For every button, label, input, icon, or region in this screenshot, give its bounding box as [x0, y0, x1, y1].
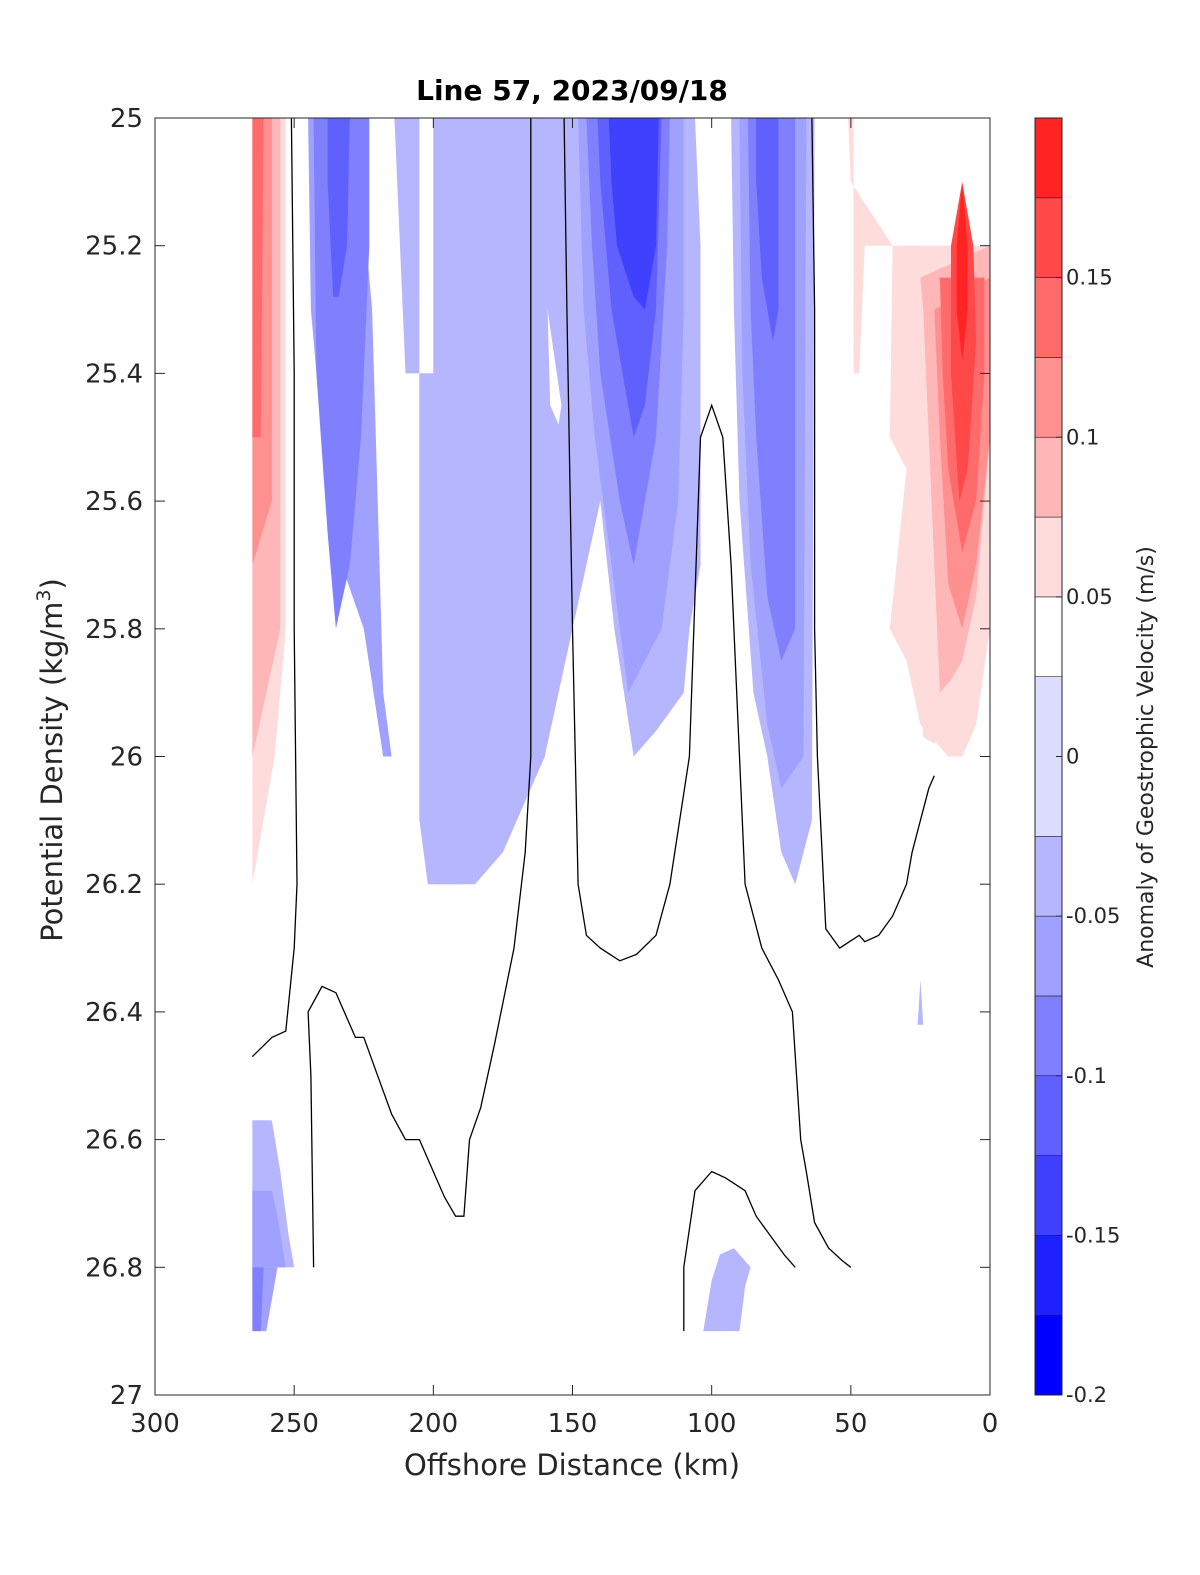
velocity-region — [917, 980, 924, 1025]
colorbar-bin — [1034, 197, 1063, 278]
x-tick-label: 250 — [269, 1409, 319, 1439]
y-tick-label: 26 — [110, 743, 143, 773]
x-tick-label: 50 — [834, 1409, 867, 1439]
x-tick-label: 150 — [548, 1409, 598, 1439]
velocity-region — [547, 309, 562, 425]
colorbar-label: Anomaly of Geostrophic Velocity (m/s) — [1134, 546, 1159, 968]
velocity-region — [956, 181, 968, 361]
velocity-region — [394, 118, 476, 374]
y-tick-label: 26.6 — [85, 1126, 143, 1156]
velocity-region — [608, 118, 659, 310]
colorbar-bin — [1034, 596, 1063, 677]
velocity-region — [747, 118, 796, 661]
y-tick-label: 25.6 — [85, 487, 143, 517]
colorbar-bin — [1034, 1314, 1063, 1396]
colorbar-bin — [1034, 915, 1063, 997]
colorbar-tick-label: 0 — [1066, 745, 1079, 769]
y-tick-label: 26.8 — [85, 1253, 143, 1283]
colorbar-bin — [1034, 436, 1063, 518]
velocity-region — [327, 118, 350, 297]
zero-contour-line — [307, 118, 532, 1268]
colorbar-tick-label: -0.1 — [1066, 1064, 1107, 1088]
colorbar-bin — [1034, 995, 1063, 1077]
colorbar-tick-label: -0.15 — [1066, 1223, 1120, 1247]
velocity-region — [252, 1190, 286, 1268]
velocity-region — [756, 118, 779, 342]
x-tick-label: 300 — [130, 1409, 180, 1439]
velocity-region — [544, 1158, 665, 1332]
colorbar-bin — [1034, 277, 1063, 358]
colorbar-tick-label: -0.05 — [1066, 904, 1120, 928]
y-tick-label: 25.4 — [85, 359, 143, 389]
plot-area: 300 250 200 150 100 50 0 25 25.2 25.4 25.6 25.8 26 2… — [85, 104, 998, 1439]
velocity-region — [252, 1267, 264, 1332]
y-axis-label-close: ) — [35, 578, 69, 589]
velocity-region — [444, 118, 517, 693]
y-tick-label: 25.2 — [85, 232, 143, 262]
zero-contour-line — [683, 1170, 796, 1332]
colorbar-bin — [1034, 1155, 1063, 1236]
colorbar-bin — [1034, 516, 1063, 598]
velocity-region — [252, 118, 264, 438]
colorbar-bin — [1034, 836, 1063, 917]
y-axis-label-superscript: 3 — [33, 589, 55, 601]
velocity-region — [703, 1248, 751, 1332]
x-axis-label: Offshore Distance (km) — [404, 1448, 740, 1482]
x-tick-label: 100 — [687, 1409, 737, 1439]
y-axis-label-main: Potential Density (kg/m — [35, 602, 69, 942]
colorbar-tick-label: 0.1 — [1066, 425, 1099, 449]
x-tick-label: 200 — [409, 1409, 459, 1439]
colorbar-tick-label: 0.15 — [1066, 266, 1113, 290]
chart-title: Line 57, 2023/09/18 — [416, 74, 728, 107]
y-tick-label: 26.2 — [85, 870, 143, 900]
y-tick-label: 27 — [110, 1381, 143, 1411]
velocity-region — [322, 1203, 420, 1268]
velocity-region — [703, 718, 782, 1172]
y-tick-label: 25.8 — [85, 615, 143, 645]
x-tick-label: 0 — [982, 1409, 999, 1439]
colorbar: -0.2 -0.15 -0.1 -0.05 0 0.05 0.1 0.15 — [1034, 117, 1120, 1407]
zero-contour-line — [811, 118, 935, 949]
colorbar-bin — [1034, 1075, 1063, 1156]
zero-contour-line — [251, 118, 298, 1058]
colorbar-bin — [1034, 1235, 1063, 1316]
velocity-region — [313, 118, 370, 629]
colorbar-bin — [1034, 357, 1063, 438]
y-tick-label: 25 — [110, 104, 143, 134]
colorbar-tick-label: -0.2 — [1066, 1383, 1107, 1407]
y-axis-label: Potential Density (kg/m3) — [33, 578, 69, 942]
colorbar-bin — [1034, 117, 1063, 199]
y-tick-label: 26.4 — [85, 998, 143, 1028]
colorbar-tick-label: 0.05 — [1066, 585, 1113, 609]
zero-contour-line — [563, 118, 852, 1268]
